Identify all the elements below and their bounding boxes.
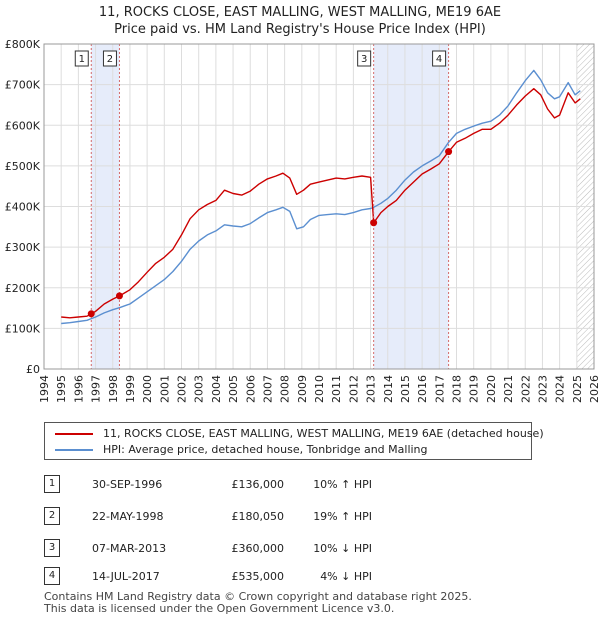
- sale-row: 1 30-SEP-1996 £136,000 10% ↑ HPI: [44, 475, 544, 495]
- x-tick-label: 2021: [502, 375, 515, 403]
- x-tick-label: 2000: [141, 375, 154, 403]
- x-tick-label: 2023: [536, 375, 549, 403]
- x-tick-label: 2025: [571, 375, 584, 403]
- sale-number-badge: 3: [44, 539, 60, 557]
- y-tick-label: £0: [26, 363, 40, 376]
- chart-legend: 11, ROCKS CLOSE, EAST MALLING, WEST MALL…: [44, 422, 544, 460]
- x-tick-label: 1999: [124, 375, 137, 403]
- sale-label: 2: [107, 54, 113, 65]
- x-tick-label: 2016: [416, 375, 429, 403]
- sale-price: £180,050: [231, 510, 285, 523]
- sale-date: 07-MAR-2013: [92, 542, 167, 555]
- legend-entry-hpi: HPI: Average price, detached house, Tonb…: [55, 442, 428, 458]
- x-tick-label: 2002: [176, 375, 189, 403]
- sale-row: 3 07-MAR-2013 £360,000 10% ↓ HPI: [44, 539, 544, 559]
- sale-label-box: [357, 50, 372, 67]
- sale-hpi-diff: 19% ↑ HPI: [313, 510, 372, 523]
- sale-price: £136,000: [231, 478, 285, 491]
- sale-row: 4 14-JUL-2017 £535,000 4% ↓ HPI: [44, 567, 544, 587]
- x-tick-label: 2009: [296, 375, 309, 403]
- sale-hpi-diff: 4% ↓ HPI: [320, 570, 372, 583]
- x-tick-label: 2011: [330, 375, 343, 403]
- x-tick-label: 2013: [365, 375, 378, 403]
- footer-copyright: Contains HM Land Registry data © Crown c…: [44, 590, 472, 603]
- chart-subtitle: Price paid vs. HM Land Registry's House …: [114, 22, 486, 37]
- x-tick-label: 2004: [210, 375, 223, 403]
- x-tick-label: 2005: [227, 375, 240, 403]
- x-tick-label: 2014: [382, 375, 395, 403]
- sale-row: 2 22-MAY-1998 £180,050 19% ↑ HPI: [44, 507, 544, 527]
- x-tick-label: 2010: [313, 375, 326, 403]
- x-tick-label: 2020: [485, 375, 498, 403]
- hpi-line: [61, 69, 581, 325]
- y-tick-label: £200K: [5, 282, 41, 295]
- x-tick-label: 2007: [261, 375, 274, 403]
- x-tick-label: 2008: [279, 375, 292, 403]
- x-tick-label: 2022: [519, 375, 532, 403]
- x-tick-label: 2018: [451, 375, 464, 403]
- sale-number-badge: 1: [44, 475, 60, 493]
- x-tick-label: 2017: [433, 375, 446, 403]
- x-tick-label: 1998: [107, 375, 120, 403]
- sale-point: [87, 310, 95, 318]
- y-tick-label: £700K: [5, 79, 41, 92]
- x-tick-label: 2015: [399, 375, 412, 403]
- x-tick-label: 2024: [554, 375, 567, 403]
- y-tick-label: £600K: [5, 119, 41, 132]
- chart-title: 11, ROCKS CLOSE, EAST MALLING, WEST MALL…: [98, 5, 502, 20]
- sale-label: 4: [436, 54, 442, 65]
- property-price-line: [61, 87, 581, 319]
- sale-point: [115, 292, 123, 300]
- sale-label: 1: [79, 54, 85, 65]
- legend-entry-property: 11, ROCKS CLOSE, EAST MALLING, WEST MALL…: [55, 426, 544, 442]
- sale-date: 14-JUL-2017: [92, 570, 160, 583]
- x-tick-label: 2001: [158, 375, 171, 403]
- sale-point: [370, 219, 378, 227]
- x-tick-label: 1995: [55, 375, 68, 403]
- sale-label-box: [74, 50, 89, 67]
- sale-label: 3: [361, 54, 367, 65]
- sale-number-badge: 4: [44, 567, 60, 585]
- sale-hpi-diff: 10% ↑ HPI: [313, 478, 372, 491]
- x-tick-label: 1996: [72, 375, 85, 403]
- x-tick-label: 2006: [244, 375, 257, 403]
- y-tick-label: £100K: [5, 322, 41, 335]
- sale-price: £360,000: [231, 542, 285, 555]
- sale-label-box: [432, 50, 447, 67]
- legend-swatch-hpi: [55, 449, 93, 451]
- sale-point: [445, 148, 453, 156]
- legend-swatch-property: [55, 433, 93, 435]
- y-tick-label: £300K: [5, 241, 41, 254]
- sale-date: 22-MAY-1998: [92, 510, 164, 523]
- y-tick-label: £500K: [5, 160, 41, 173]
- x-tick-label: 2003: [193, 375, 206, 403]
- sale-hpi-diff: 10% ↓ HPI: [313, 542, 372, 555]
- legend-label-hpi: HPI: Average price, detached house, Tonb…: [103, 443, 428, 456]
- plot-frame: [43, 43, 595, 370]
- footer-licence: This data is licensed under the Open Gov…: [44, 602, 395, 615]
- x-tick-label: 2026: [588, 375, 600, 403]
- sale-price: £535,000: [231, 570, 285, 583]
- sale-date: 30-SEP-1996: [92, 478, 163, 491]
- y-tick-label: £400K: [5, 201, 41, 214]
- x-tick-label: 1997: [90, 375, 103, 403]
- x-tick-label: 2019: [468, 375, 481, 403]
- y-tick-label: £800K: [5, 38, 41, 51]
- legend-label-property: 11, ROCKS CLOSE, EAST MALLING, WEST MALL…: [103, 427, 544, 440]
- x-tick-label: 1994: [38, 375, 51, 403]
- sale-label-box: [102, 50, 117, 67]
- sale-number-badge: 2: [44, 507, 60, 525]
- x-tick-label: 2012: [347, 375, 360, 403]
- price-chart: 1 2 3 4 £0 £100K £200K £300K £400K £500K £600K £70…: [5, 38, 600, 403]
